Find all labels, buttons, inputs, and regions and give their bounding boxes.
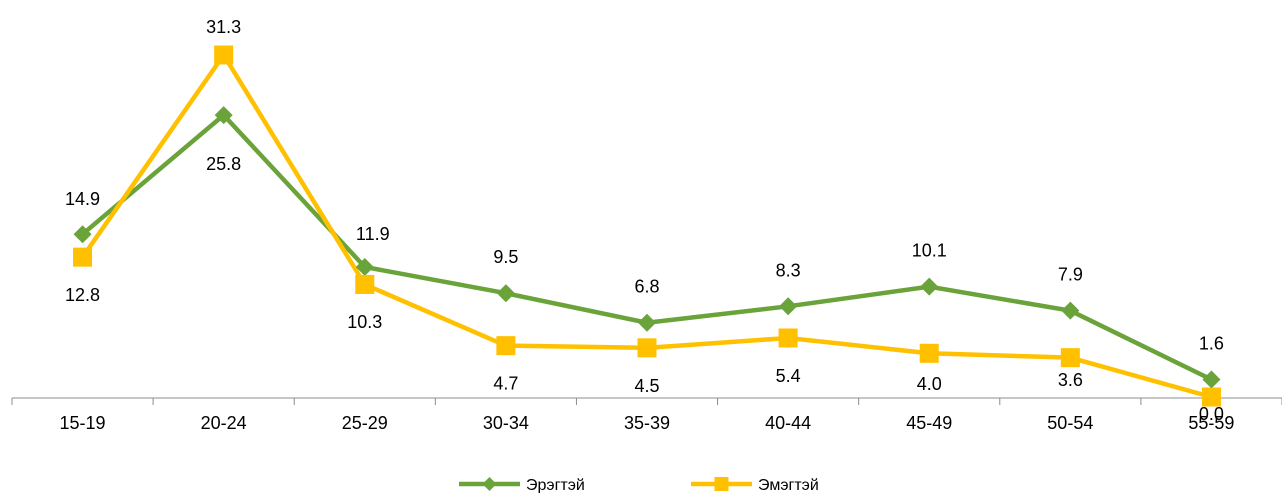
data-label-female: 4.7 xyxy=(493,374,518,394)
data-label-male: 11.9 xyxy=(356,224,390,244)
x-tick-label: 15-19 xyxy=(60,413,106,433)
data-label-male: 6.8 xyxy=(634,277,659,297)
data-point-female xyxy=(1201,387,1221,407)
data-labels: 14.9 25.8 11.9 9.5 6.8 8.3 10.1 7.9 1.6 12.8 31.3 1… xyxy=(65,17,1224,424)
data-point-male xyxy=(638,313,656,332)
data-label-female: 10.3 xyxy=(347,312,382,332)
legend-item-female: Эмэгтэй xyxy=(691,477,819,493)
data-point-female xyxy=(637,338,657,358)
data-point-male xyxy=(73,225,92,244)
legend-item-male: Эрэгтэй xyxy=(459,477,585,493)
x-tick-label: 55-59 xyxy=(1188,413,1234,433)
data-label-female: 12.8 xyxy=(65,285,100,305)
data-point-male xyxy=(1061,301,1080,320)
data-point-female xyxy=(496,336,516,356)
x-tick-label: 40-44 xyxy=(765,413,811,433)
data-point-male xyxy=(920,277,939,296)
data-label-male: 25.8 xyxy=(206,154,241,174)
data-point-male xyxy=(355,257,374,276)
legend-marker-square xyxy=(714,477,729,491)
data-label-male: 10.1 xyxy=(912,241,947,261)
legend: Эрэгтэй Эмэгтэй xyxy=(459,477,819,493)
x-tick-label: 30-34 xyxy=(483,413,529,433)
series-lines xyxy=(73,45,1221,407)
x-axis: 15-19 20-24 25-29 30-34 35-39 40-44 45-49 50-54… xyxy=(11,397,1282,433)
x-tick-label: 20-24 xyxy=(201,413,247,433)
data-point-female xyxy=(1060,348,1080,368)
data-point-female xyxy=(919,343,939,363)
data-label-male: 8.3 xyxy=(776,260,801,280)
legend-label: Эмэгтэй xyxy=(758,477,819,493)
data-point-male xyxy=(779,297,798,316)
data-point-male xyxy=(214,106,233,125)
x-tick-label: 35-39 xyxy=(624,413,670,433)
data-label-male: 7.9 xyxy=(1058,265,1083,285)
data-point-female xyxy=(355,274,375,294)
data-label-female: 4.5 xyxy=(634,376,659,396)
legend-marker-diamond xyxy=(482,477,497,491)
legend-label: Эрэгтэй xyxy=(526,477,585,493)
x-tick-label: 50-54 xyxy=(1047,413,1093,433)
data-label-female: 4.0 xyxy=(917,374,942,394)
data-label-female: 0.0 xyxy=(1199,404,1224,424)
x-tick-label: 25-29 xyxy=(342,413,388,433)
data-point-male xyxy=(1202,370,1221,389)
data-label-male: 9.5 xyxy=(493,247,518,267)
data-point-female xyxy=(214,45,234,65)
data-point-female xyxy=(73,247,93,267)
data-label-female: 31.3 xyxy=(206,17,241,37)
data-label-male: 14.9 xyxy=(65,189,100,209)
data-label-female: 5.4 xyxy=(776,366,801,386)
data-label-male: 1.6 xyxy=(1199,334,1224,354)
x-tick-label: 45-49 xyxy=(906,413,952,433)
data-label-female: 3.6 xyxy=(1058,370,1083,390)
data-point-male xyxy=(496,284,515,303)
data-point-female xyxy=(778,328,798,348)
